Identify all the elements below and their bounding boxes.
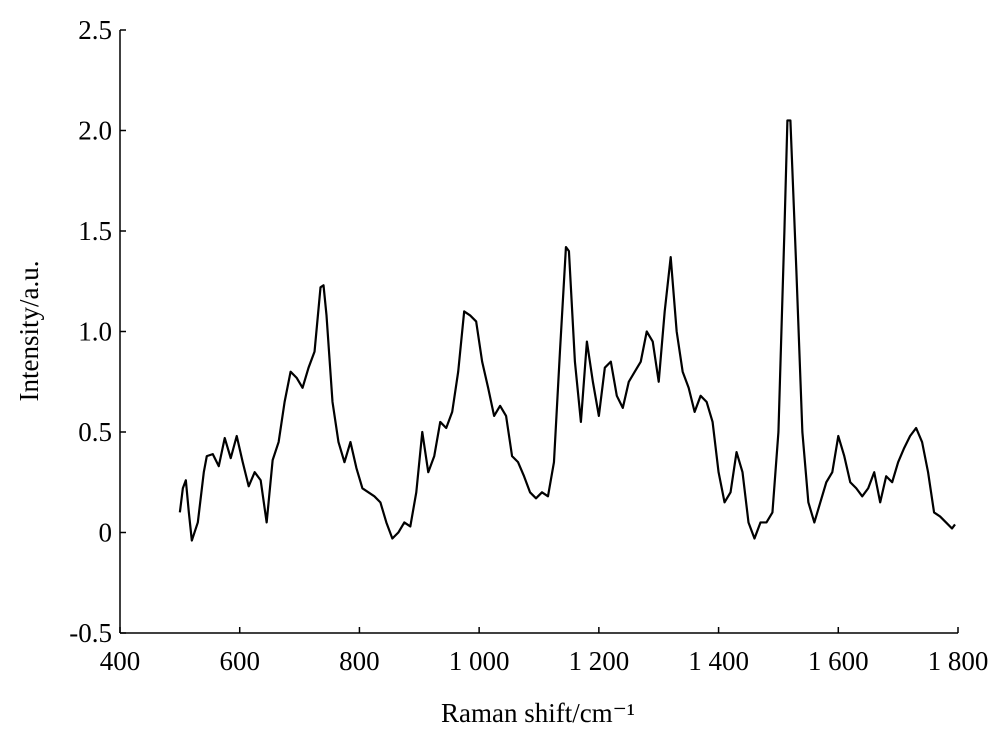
x-tick-label: 1 800: [928, 646, 989, 676]
y-tick-label: 0: [99, 518, 113, 548]
x-tick-label: 1 200: [568, 646, 629, 676]
x-tick-label: 400: [100, 646, 141, 676]
y-tick-label: -0.5: [69, 618, 112, 648]
y-tick-label: 1.0: [78, 317, 112, 347]
y-tick-label: 1.5: [78, 216, 112, 246]
x-tick-label: 600: [219, 646, 260, 676]
x-tick-label: 1 000: [449, 646, 510, 676]
x-tick-label: 800: [339, 646, 380, 676]
y-tick-label: 2.5: [78, 15, 112, 45]
x-tick-label: 1 600: [808, 646, 869, 676]
x-tick-label: 1 400: [688, 646, 749, 676]
spectrum-line: [178, 119, 956, 542]
y-tick-label: 2.0: [78, 116, 112, 146]
y-tick-label: 0.5: [78, 417, 112, 447]
y-axis-label: Intensity/a.u.: [14, 261, 44, 402]
x-axis-label: Raman shift/cm⁻¹: [441, 698, 635, 728]
